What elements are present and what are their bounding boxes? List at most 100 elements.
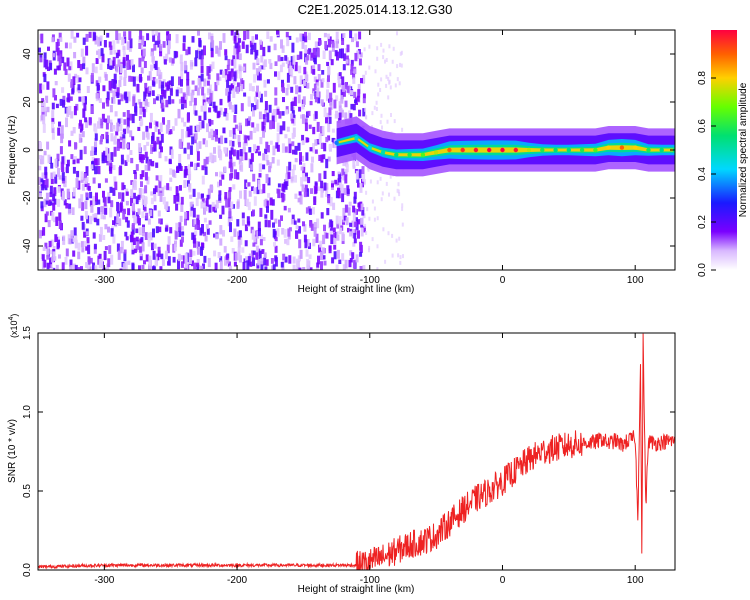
heatmap-cell [257, 179, 261, 186]
heatmap-cell [39, 142, 42, 152]
heatmap-cell [351, 220, 355, 228]
heatmap-ridge-point [433, 150, 439, 155]
heatmap-cell [280, 56, 284, 62]
heatmap-cell [272, 145, 276, 156]
heatmap-cell [373, 105, 376, 110]
heatmap-cell [73, 156, 77, 163]
heatmap-cell [49, 185, 53, 194]
heatmap-cell [141, 242, 145, 252]
heatmap-cell [206, 66, 210, 76]
heatmap-cell [293, 164, 296, 171]
heatmap-cell [228, 130, 232, 137]
heatmap-cell [388, 79, 391, 84]
heatmap-cell [230, 147, 234, 155]
heatmap-cell [152, 228, 155, 238]
heatmap-cell [106, 99, 110, 107]
heatmap-cell [65, 203, 69, 209]
heatmap-cell [285, 109, 289, 115]
heatmap-cell [201, 165, 205, 171]
heatmap-ridge-point [420, 152, 426, 157]
heatmap-cell [259, 239, 263, 246]
heatmap-cell [151, 147, 155, 152]
heatmap-cell [117, 118, 121, 127]
heatmap-cell [68, 42, 72, 49]
heatmap-cell [290, 56, 294, 63]
heatmap-cell [179, 185, 182, 191]
heatmap-cell [214, 262, 218, 270]
heatmap-cell [51, 132, 55, 140]
heatmap-cell [108, 245, 112, 254]
heatmap-cell [42, 246, 46, 251]
heatmap-cell [356, 156, 360, 166]
heatmap-cell [70, 230, 74, 239]
heatmap-cell [323, 32, 327, 38]
heatmap-cell [47, 46, 50, 51]
heatmap-cell [242, 147, 246, 154]
heatmap-cell [252, 250, 256, 255]
heatmap-cell [257, 221, 261, 232]
heatmap-cell [253, 74, 257, 83]
heatmap-cell [198, 50, 202, 60]
heatmap-cell [293, 220, 297, 225]
heatmap-cell [305, 74, 309, 82]
heatmap-cell [264, 109, 268, 117]
heatmap-cell [61, 87, 65, 93]
heatmap-cell [234, 43, 238, 49]
heatmap-cell [169, 88, 173, 96]
heatmap-cell [340, 184, 344, 195]
heatmap-cell [106, 32, 110, 38]
heatmap-cell [353, 196, 357, 204]
heatmap-cell [57, 65, 61, 71]
chart-title: C2E1.2025.014.13.12.G30 [297, 2, 453, 17]
heatmap-cell [213, 155, 217, 163]
heatmap-cell [189, 60, 193, 70]
heatmap-cell [236, 40, 240, 49]
heatmap-ridge-point [354, 135, 359, 141]
heatmap-cell [93, 151, 97, 156]
heatmap-cell [183, 99, 187, 109]
heatmap-cell [157, 32, 161, 41]
heatmap-cell [196, 247, 200, 255]
heatmap-cell [206, 87, 210, 96]
heatmap-cell [203, 231, 207, 237]
heatmap-cell [301, 39, 305, 49]
heatmap-cell [95, 93, 99, 99]
heatmap-cell [282, 87, 285, 93]
heatmap-cell [58, 58, 62, 67]
heatmap-cell [42, 123, 46, 133]
heatmap-cell [362, 174, 366, 182]
heatmap-cell [90, 72, 94, 83]
heatmap-cell [68, 66, 72, 71]
heatmap-cell [238, 64, 242, 74]
heatmap-cell [346, 188, 350, 195]
heatmap-cell [180, 202, 184, 212]
heatmap-cell [189, 125, 193, 136]
heatmap-cell [171, 58, 175, 64]
heatmap-cell [206, 194, 210, 200]
heatmap-cell [142, 154, 145, 160]
heatmap-cell [352, 159, 356, 168]
heatmap-cell [270, 209, 274, 220]
heatmap-cell [107, 64, 111, 70]
heatmap-cell [329, 197, 333, 207]
heatmap-cell [70, 30, 74, 39]
heatmap-cell [137, 194, 141, 200]
heatmap-cell [295, 37, 299, 43]
heatmap-cell [43, 107, 47, 117]
heatmap-cell [158, 79, 162, 89]
snr-y-axis-label: SNR (10 * v/v) [7, 419, 18, 483]
heatmap-cell [46, 106, 50, 113]
heatmap-cell [277, 183, 281, 188]
heatmap-cell [117, 59, 121, 67]
heatmap-cell [205, 198, 209, 207]
heatmap-cell [267, 220, 271, 228]
heatmap-cell [338, 83, 342, 88]
heatmap-cell [204, 206, 208, 212]
heatmap-cell [243, 189, 247, 200]
heatmap-cell [227, 74, 230, 81]
heatmap-cell [125, 200, 129, 206]
heatmap-cell [138, 116, 142, 121]
heatmap-cell [123, 92, 127, 99]
heatmap-cell [63, 62, 67, 71]
heatmap-cell [83, 173, 87, 181]
